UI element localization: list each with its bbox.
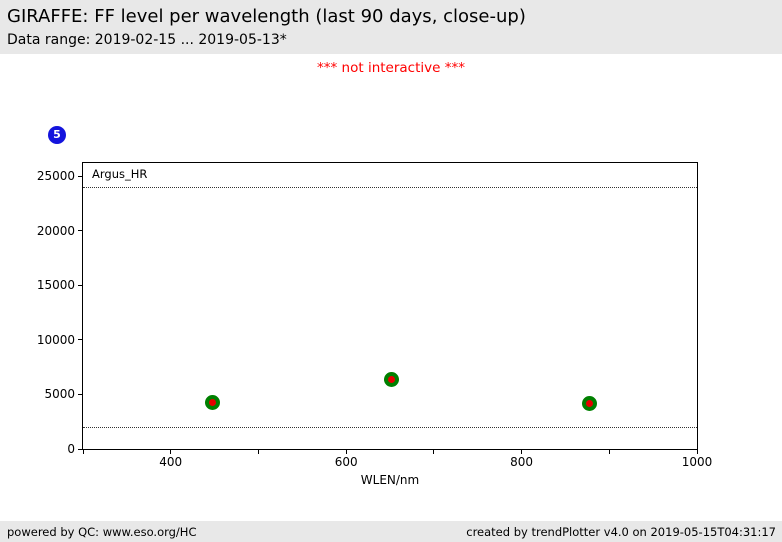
header-bar: GIRAFFE: FF level per wavelength (last 9… [0,0,782,54]
x-axis-tick-label: 600 [334,455,358,469]
data-range-subtitle: Data range: 2019-02-15 ... 2019-05-13* [7,32,287,48]
panel-label: Argus_HR [92,167,148,181]
data-point-center [585,400,593,408]
y-axis-tick-label: 0 [67,442,75,456]
x-axis-tick [696,449,698,454]
y-axis-tick [78,448,83,450]
y-axis-tick-label: 5000 [44,387,75,402]
data-point-center [209,399,217,407]
plot-area: Argus_HR WLEN/nm 0 5000 10000 15000 20000 250… [37,162,712,487]
data-point-center [388,376,396,384]
y-axis-tick [78,175,83,177]
y-axis-tick-label: 25000 [36,169,75,184]
data-point [205,395,221,411]
x-axis-minor-tick [433,449,435,454]
y-axis-tick [78,230,83,232]
threshold-line [83,426,697,428]
x-axis-title: WLEN/nm [360,473,420,487]
x-axis-tick [345,449,347,454]
y-axis-tick [78,339,83,341]
x-axis-tick-label: 1000 [681,455,713,469]
x-axis-minor-tick [608,449,610,454]
threshold-line [83,186,697,188]
data-point [384,372,400,388]
page-title: GIRAFFE: FF level per wavelength (last 9… [7,6,526,27]
x-axis-tick-label: 800 [510,455,534,469]
y-axis-tick [78,393,83,395]
y-axis-tick-label: 15000 [36,278,75,293]
y-axis-tick-label: 20000 [36,223,75,238]
footer-created-by: created by trendPlotter v4.0 on 2019-05-… [466,525,776,539]
not-interactive-warning: *** not interactive *** [317,60,465,76]
footer-powered-by: powered by QC: www.eso.org/HC [7,525,197,539]
x-axis-tick [170,449,172,454]
plot-number-badge[interactable]: 5 [48,126,66,144]
x-axis-minor-tick [257,449,259,454]
data-point [581,396,597,412]
footer-bar: powered by QC: www.eso.org/HC created by… [0,521,782,542]
y-axis-tick [78,284,83,286]
x-axis-minor-tick [82,449,84,454]
x-axis-tick-label: 400 [159,455,183,469]
y-axis-tick-label: 10000 [36,332,75,347]
x-axis-tick [521,449,523,454]
